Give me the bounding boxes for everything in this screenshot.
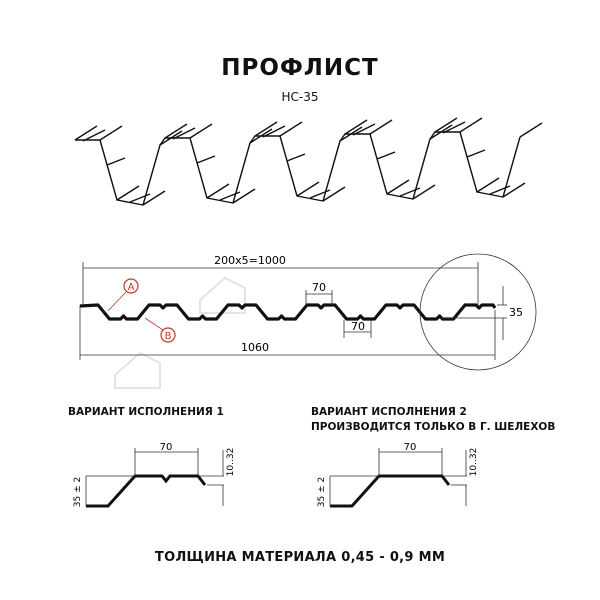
v2-width-label: 70 [404, 442, 417, 453]
sheet-line [232, 188, 256, 204]
sheet-line [164, 123, 188, 139]
label-height: 35 [509, 306, 523, 319]
sheet-line [142, 190, 166, 206]
profile-line [79, 303, 497, 321]
sheet-line [322, 186, 346, 202]
sheet-3d-view [74, 117, 543, 206]
v2-edge-label: 10..32 [469, 448, 479, 477]
sheet-line [206, 183, 230, 199]
sheet-line [82, 129, 106, 142]
sheet-line [172, 127, 196, 140]
sheet-line [129, 193, 151, 203]
variant-1-title: ВАРИАНТ ИСПОЛНЕНИЯ 1 [68, 405, 224, 420]
sheet-line [189, 123, 213, 139]
sheet-line [116, 185, 140, 201]
variant-2-heading: ВАРИАНТ ИСПОЛНЕНИЯ 2 [311, 406, 467, 418]
sheet-line [296, 181, 320, 197]
sheet-line [459, 117, 483, 133]
profile-section: 200x5=1000 1060 70 70 35 A B [79, 253, 537, 371]
sheet-line [502, 182, 526, 198]
sheet-line [352, 123, 376, 136]
label-total-width: 1060 [241, 341, 269, 354]
sheet-line [386, 179, 410, 195]
label-top-width: 70 [312, 281, 326, 294]
sheet-line [196, 155, 216, 164]
svg-text:B: B [165, 331, 172, 342]
sheet-line [434, 117, 458, 133]
label-pitch: 200x5=1000 [214, 254, 286, 267]
sheet-line [279, 121, 303, 137]
sheet-line [489, 185, 511, 195]
sheet-line [399, 187, 421, 197]
sheet-line [309, 189, 331, 199]
marker-b: B [144, 317, 176, 343]
sheet-line [106, 157, 126, 166]
sheet-line [369, 119, 393, 135]
v1-height-label: 35 ± 2 [73, 477, 83, 507]
sheet-line [466, 149, 486, 158]
watermark-logo [114, 276, 246, 389]
variant-2-title: ВАРИАНТ ИСПОЛНЕНИЯ 2 ПРОИЗВОДИТСЯ ТОЛЬКО… [311, 405, 555, 435]
v1-edge-label: 10..32 [226, 448, 236, 477]
v2-height-label: 35 ± 2 [317, 477, 327, 507]
sheet-line [286, 153, 306, 162]
variant-1-heading: ВАРИАНТ ИСПОЛНЕНИЯ 1 [68, 406, 224, 418]
sheet-line [519, 122, 543, 138]
sheet-line [412, 184, 436, 200]
sheet-line [219, 191, 241, 201]
detail-circle [419, 253, 537, 371]
sheet-line [376, 151, 396, 160]
label-bottom-width: 70 [351, 320, 365, 333]
sheet-line [99, 125, 123, 141]
sheet-line [254, 121, 278, 137]
variant-1-detail: 70 35 ± 2 10..32 [73, 442, 236, 508]
variant-2-note: ПРОИЗВОДИТСЯ ТОЛЬКО В Г. ШЕЛЕХОВ [311, 421, 556, 433]
marker-a: A [107, 278, 139, 312]
svg-text:A: A [128, 282, 135, 293]
sheet-line [442, 121, 466, 134]
sheet-line [476, 177, 500, 193]
sheet-line [344, 119, 368, 135]
sheet-line [74, 125, 98, 141]
variant-2-detail: 70 35 ± 2 10..32 [317, 442, 479, 508]
sheet-line [75, 131, 521, 206]
v1-width-label: 70 [160, 442, 173, 453]
page-title: ПРОФЛИСТ [221, 55, 379, 81]
page-subtitle: НС-35 [281, 90, 319, 104]
material-thickness: ТОЛЩИНА МАТЕРИАЛА 0,45 - 0,9 ММ [154, 550, 446, 565]
sheet-line [262, 125, 286, 138]
